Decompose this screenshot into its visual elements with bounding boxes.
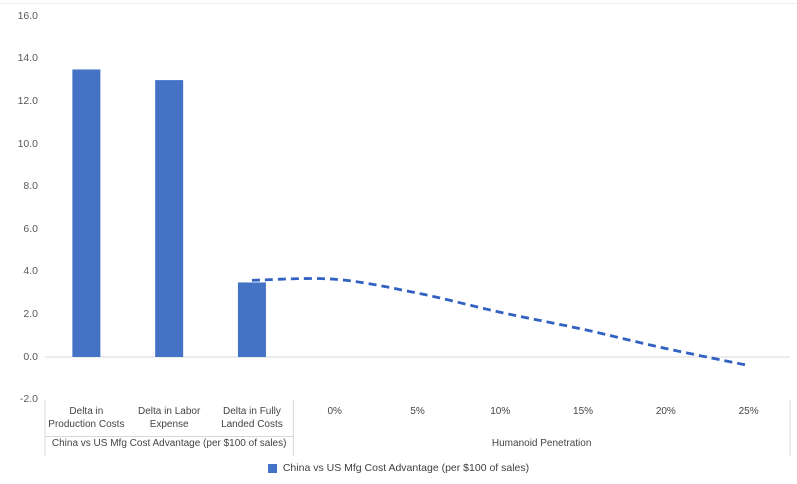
legend-label: China vs US Mfg Cost Advantage (per $100… [282,462,530,474]
y-tick-label: 14.0 [17,52,38,65]
category-label: 0% [327,406,342,417]
category-label: 25% [738,406,759,417]
y-tick-label: 8.0 [23,180,38,193]
legend: China vs US Mfg Cost Advantage (per $100… [0,462,797,474]
chart-top-border [0,3,797,4]
category-label: 10% [490,406,511,417]
category-label: Delta in Fully Landed Costs [221,406,283,430]
category-label: Delta in Labor Expense [138,406,201,430]
bar [237,282,266,357]
dashed-projection-line [251,277,749,367]
y-tick-label: 4.0 [23,265,38,278]
legend-square-marker-icon [267,463,277,473]
y-tick-label: 10.0 [17,137,38,150]
category-label: 15% [573,406,594,417]
y-tick-label: -2.0 [19,393,38,406]
category-label: Delta in Production Costs [48,406,125,430]
category-label: 20% [655,406,676,417]
bar [155,80,184,357]
y-tick-label: 16.0 [17,9,38,22]
y-tick-label: 0.0 [23,350,38,363]
axis-group-label: China vs US Mfg Cost Advantage (per $100… [51,438,287,449]
y-tick-label: 6.0 [23,222,38,235]
y-tick-label: 2.0 [23,307,38,320]
y-tick-label: 12.0 [17,94,38,107]
bar [72,69,101,357]
category-label: 5% [410,406,425,417]
axis-group-label: Humanoid Penetration [491,438,592,449]
